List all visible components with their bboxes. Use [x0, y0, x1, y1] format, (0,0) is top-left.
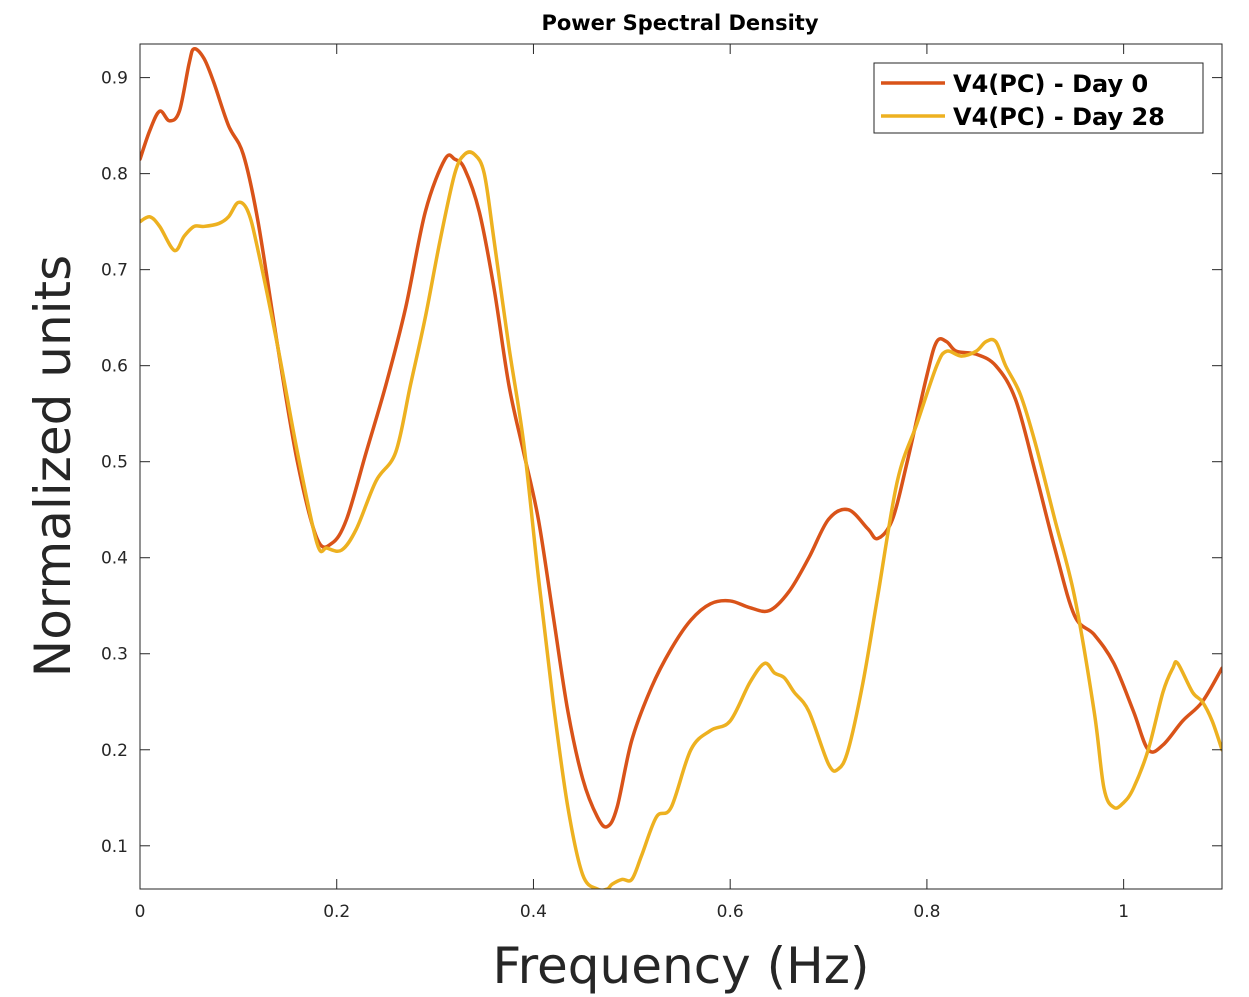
x-tick-label: 0 [135, 902, 146, 922]
x-axis-label: Frequency (Hz) [492, 937, 869, 995]
y-tick-label: 0.5 [101, 453, 128, 473]
legend: V4(PC) - Day 0 V4(PC) - Day 28 [873, 62, 1204, 134]
y-axis-label: Normalized units [24, 255, 82, 677]
chart-title: Power Spectral Density [541, 11, 818, 35]
series-line-day-28 [140, 150, 1222, 889]
y-tick-label: 0.9 [101, 69, 128, 89]
x-tick-label: 0.4 [520, 902, 547, 922]
y-tick-label: 0.7 [101, 261, 128, 281]
y-tick-label: 0.4 [101, 549, 128, 569]
plot-area [140, 44, 1222, 889]
x-tick-label: 0.8 [913, 902, 940, 922]
y-tick-label: 0.1 [101, 837, 128, 857]
y-tick-label: 0.3 [101, 645, 128, 665]
x-tick-label: 0.2 [323, 902, 350, 922]
y-tick-label: 0.2 [101, 741, 128, 761]
y-tick-label: 0.8 [101, 165, 128, 185]
legend-label: V4(PC) - Day 0 [953, 70, 1148, 98]
x-tick-label: 1 [1118, 902, 1129, 922]
y-tick-label: 0.6 [101, 357, 128, 377]
series-group [140, 47, 1222, 889]
x-tick-label: 0.6 [717, 902, 744, 922]
axes-box [139, 43, 1223, 890]
legend-box [873, 62, 1204, 134]
legend-label: V4(PC) - Day 28 [953, 103, 1165, 131]
ticks-group: 0 0.2 0.4 0.6 0.8 1 0.1 0.2 0.3 0.4 0.5 0.6 0.7 0.8 0.… [101, 44, 1222, 922]
series-line-day-0 [140, 47, 1222, 829]
